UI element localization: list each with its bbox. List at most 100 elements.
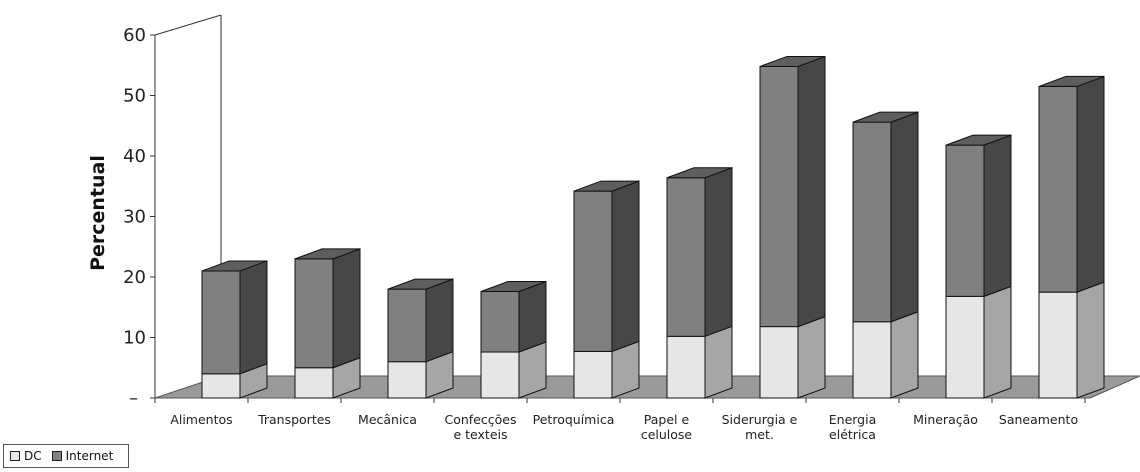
bar-dc-4: [573, 340, 640, 399]
y-tick-label: 40: [123, 146, 146, 167]
legend-swatch-internet: [51, 451, 62, 461]
chart-axes: 10 20 30 40 50 60 –: [123, 14, 1090, 409]
bar-dc-2: [387, 350, 454, 399]
bar-top-8: [945, 134, 1012, 146]
bar-dc-side: [1076, 281, 1105, 399]
bar-dc-side: [704, 325, 733, 399]
bar-top-0: [201, 260, 268, 272]
x-tick-label-line: Siderurgia e: [722, 412, 798, 427]
y-tick-label: 50: [123, 86, 146, 107]
bar-internet-front: [852, 121, 892, 323]
x-tick-label-line: Energia: [829, 412, 877, 427]
bar-internet-front: [480, 291, 520, 353]
legend-swatch-dc: [10, 451, 20, 461]
category-labels: Alimentos Transportes Mecânica Confecções e …: [170, 412, 1078, 442]
bar-internet-6: [759, 55, 826, 328]
bar-top-5: [666, 167, 733, 179]
x-tick-label-line: Alimentos: [170, 412, 232, 427]
x-tick-label-line: Saneamento: [999, 412, 1078, 427]
legend-item-internet: Internet: [51, 449, 114, 463]
bars-group: [201, 55, 1105, 399]
bar-dc-front: [759, 326, 799, 399]
y-tick-label: 10: [123, 328, 146, 349]
x-tick-label: Petroquímica: [533, 412, 615, 427]
bar-top-9: [1038, 75, 1105, 87]
bar-dc-front: [294, 367, 334, 399]
bar-internet-9: [1038, 75, 1105, 293]
legend-item-dc: DC: [10, 449, 42, 463]
y-tick-label-zero: –: [129, 388, 138, 409]
bar-top-6: [759, 55, 826, 67]
bar-top-3: [480, 281, 547, 293]
bar-internet-front: [387, 288, 427, 363]
bar-internet-front: [759, 65, 799, 328]
bar-dc-side: [983, 285, 1012, 399]
bar-internet-4: [573, 180, 640, 353]
bar-dc-front: [201, 373, 241, 399]
bar-internet-front: [666, 177, 706, 337]
bar-dc-5: [666, 325, 733, 399]
bar-internet-side: [797, 55, 826, 328]
bar-top-7: [852, 111, 919, 123]
bar-internet-side: [425, 278, 454, 363]
x-tick-label: Alimentos: [170, 412, 232, 427]
x-tick-label-line: e texteis: [453, 427, 507, 442]
x-tick-label: Mecânica: [358, 412, 417, 427]
bar-internet-side: [611, 180, 640, 353]
x-tick-label: Mineração: [913, 412, 978, 427]
bar-dc-0: [201, 363, 268, 399]
bar-dc-front: [666, 335, 706, 399]
bar-dc-front: [387, 361, 427, 399]
bar-dc-front: [852, 321, 892, 399]
x-tick-label: Transportes: [257, 412, 331, 427]
bar-internet-front: [573, 190, 613, 352]
bar-internet-8: [945, 134, 1012, 298]
bar-dc-side: [890, 311, 919, 399]
x-tick-label: Siderurgia e met.: [722, 412, 798, 442]
y-tick-label: 60: [123, 25, 146, 46]
y-axis-label: Percentual: [87, 155, 109, 271]
y-tick-label: 20: [123, 267, 146, 288]
x-tick-label-line: met.: [745, 427, 774, 442]
x-tick-label: Papel e celulose: [641, 412, 693, 442]
legend-label-dc: DC: [24, 449, 42, 463]
bar-dc-front: [573, 350, 613, 399]
bar-internet-3: [480, 280, 547, 353]
bar-internet-front: [201, 270, 241, 375]
bar-internet-side: [983, 134, 1012, 298]
bar-internet-5: [666, 167, 733, 338]
x-tick-label-line: Petroquímica: [533, 412, 615, 427]
y-tick-label: 30: [123, 207, 146, 228]
bar-internet-1: [294, 248, 361, 369]
bar-internet-side: [239, 260, 268, 375]
bar-dc-7: [852, 311, 919, 399]
bar-internet-side: [332, 248, 361, 369]
bar-dc-front: [480, 351, 520, 399]
bar-internet-0: [201, 260, 268, 375]
bar-top-4: [573, 180, 640, 192]
x-tick-label-line: Transportes: [257, 412, 331, 427]
legend: DC Internet: [3, 444, 129, 468]
bar-internet-side: [890, 111, 919, 323]
x-tick-label-line: elétrica: [829, 427, 876, 442]
bar-dc-8: [945, 285, 1012, 399]
bar-internet-front: [294, 258, 334, 369]
bar-dc-front: [1038, 291, 1078, 399]
bar-internet-2: [387, 278, 454, 363]
bar-dc-6: [759, 315, 826, 399]
x-tick-label-line: Mecânica: [358, 412, 417, 427]
bar-internet-side: [518, 280, 547, 353]
bar-internet-side: [704, 167, 733, 338]
x-tick-label-line: Mineração: [913, 412, 978, 427]
bar-dc-front: [945, 295, 985, 399]
bar-internet-front: [1038, 85, 1078, 293]
x-tick-label: Confecções e texteis: [445, 412, 517, 442]
x-tick-label-line: celulose: [641, 427, 693, 442]
bar-top-2: [387, 278, 454, 290]
bar-dc-1: [294, 357, 361, 399]
x-tick-label: Energia elétrica: [829, 412, 877, 442]
x-tick-label-line: Papel e: [644, 412, 690, 427]
legend-label-internet: Internet: [65, 449, 114, 463]
bar-internet-side: [1076, 75, 1105, 293]
